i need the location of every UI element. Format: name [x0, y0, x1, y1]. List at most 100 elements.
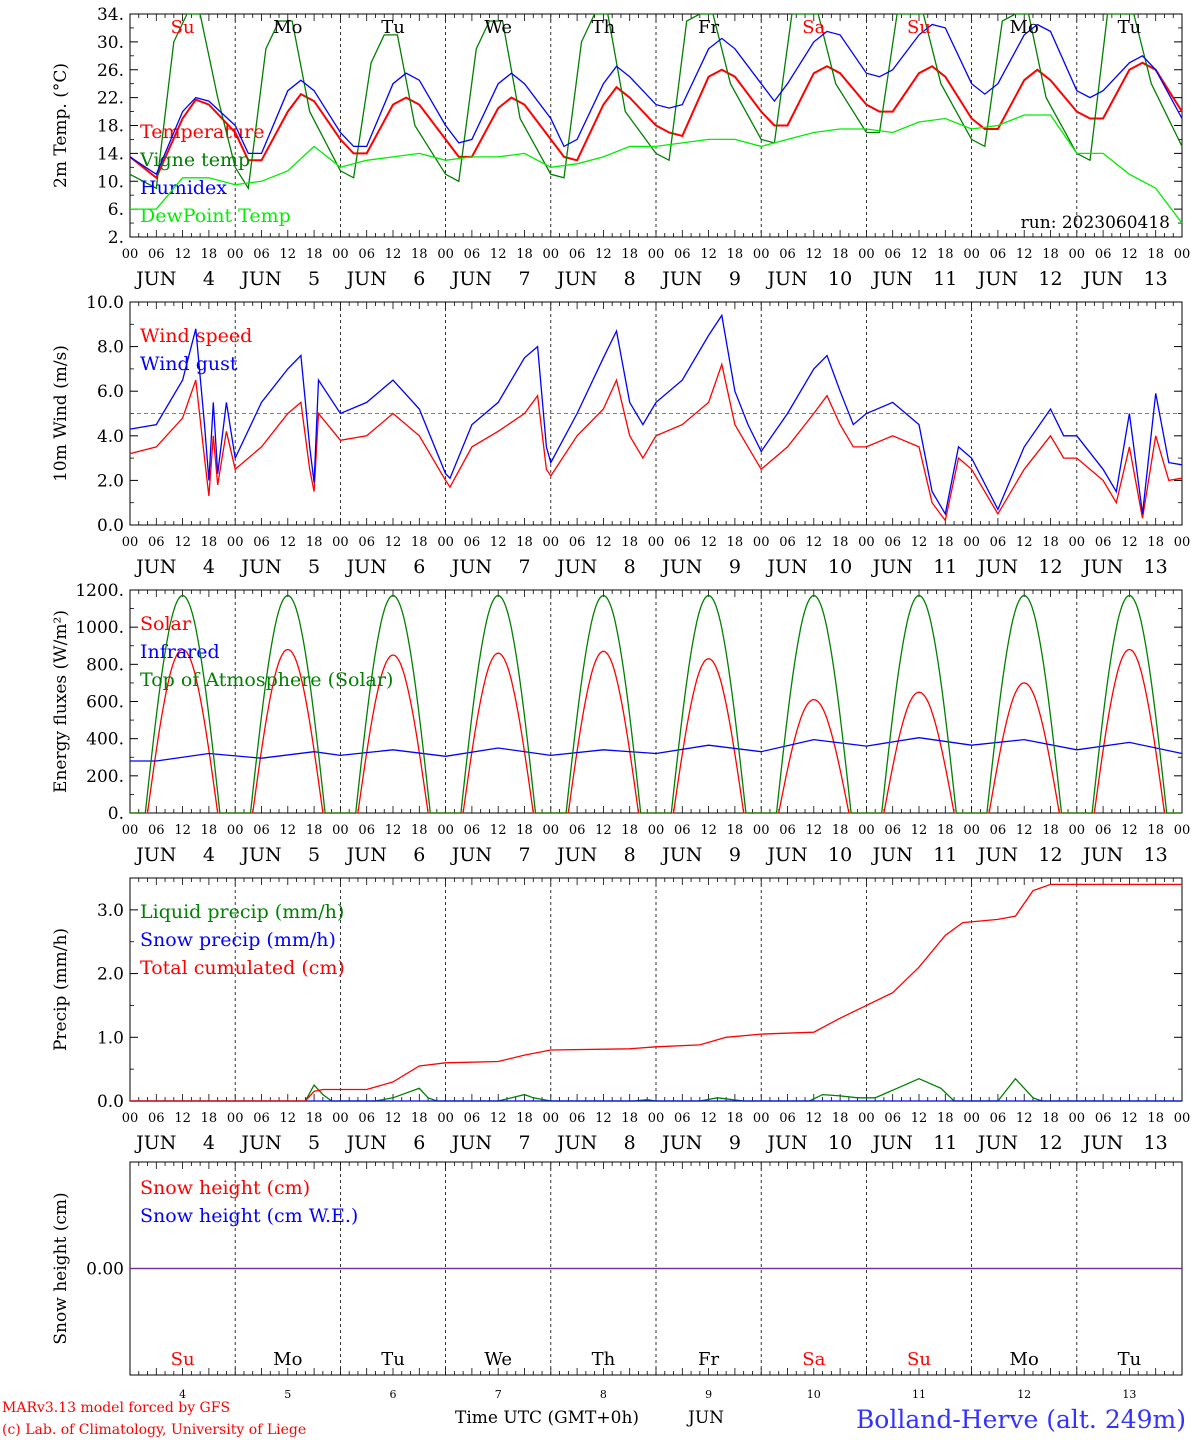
- hour-label: 18: [411, 1111, 428, 1126]
- weekday-label: Tu: [381, 17, 405, 38]
- hour-label: 18: [1147, 247, 1164, 262]
- month-label: JUN: [555, 268, 597, 290]
- y-tick-label: 14.: [97, 144, 124, 164]
- hour-label: 06: [1095, 247, 1112, 262]
- weekday-label: Sa: [802, 1349, 825, 1370]
- legend-snow-height-cm-: Snow height (cm): [140, 1177, 310, 1199]
- hour-label: 06: [990, 247, 1007, 262]
- hour-label: 06: [148, 535, 165, 550]
- month-label: JUN: [134, 556, 176, 578]
- hour-label: 12: [1016, 535, 1033, 550]
- series-line-wind-speed: [129, 362, 1183, 523]
- month-label: JUN: [345, 556, 387, 578]
- legend-solar: Solar: [140, 613, 192, 635]
- hour-label: 00: [227, 1111, 244, 1126]
- day-number-label: 10: [828, 268, 852, 290]
- hour-label: 00: [963, 1111, 980, 1126]
- hour-label: 06: [674, 247, 691, 262]
- day-number-label: 5: [284, 1388, 291, 1401]
- month-label: JUN: [871, 556, 913, 578]
- month-label: JUN: [134, 844, 176, 866]
- hour-label: 18: [832, 1111, 849, 1126]
- day-number-label: 8: [624, 1132, 636, 1154]
- hour-label: 00: [1069, 823, 1086, 838]
- y-tick-label: 0.: [108, 804, 124, 824]
- hour-label: 18: [727, 535, 744, 550]
- hour-label: 12: [595, 535, 612, 550]
- day-number-label: 4: [203, 268, 215, 290]
- legend-liquid-precip-mm-h-: Liquid precip (mm/h): [140, 901, 344, 923]
- station-label: Bolland-Herve (alt. 249m): [856, 1405, 1186, 1434]
- day-number-label: 4: [179, 1388, 186, 1401]
- series-line-infrared: [130, 737, 1183, 762]
- hour-label: 06: [148, 247, 165, 262]
- day-number-label: 13: [1144, 268, 1168, 290]
- weekday-label: Tu: [1118, 17, 1142, 38]
- weekday-label: We: [484, 1349, 512, 1370]
- hour-label: 12: [595, 247, 612, 262]
- month-label: JUN: [976, 556, 1018, 578]
- weekday-label: Mo: [273, 1349, 302, 1370]
- hour-label: 00: [437, 1111, 454, 1126]
- hour-label: 18: [516, 535, 533, 550]
- hour-label: 00: [437, 823, 454, 838]
- hour-label: 06: [253, 823, 270, 838]
- hour-label: 00: [858, 1111, 875, 1126]
- panels: 2. 6. 10. 14. 18. 22. 26. 30. 34. 2m Temp. (°C) Te…: [51, 5, 1190, 1401]
- day-number-label: 7: [518, 844, 530, 866]
- y-tick-label: 4.0: [97, 427, 124, 447]
- hour-label: 06: [884, 247, 901, 262]
- month-label: JUN: [345, 844, 387, 866]
- y-axis-label: Precip (mm/h): [51, 928, 71, 1051]
- hour-label: 12: [1121, 247, 1138, 262]
- month-label: JUN: [555, 1132, 597, 1154]
- hour-label: 06: [1095, 823, 1112, 838]
- month-label: JUN: [765, 556, 807, 578]
- hour-label: 18: [516, 1111, 533, 1126]
- hour-label: 12: [1016, 1111, 1033, 1126]
- hour-label: 12: [490, 535, 507, 550]
- month-label: JUN: [450, 844, 492, 866]
- hour-label: 00: [122, 535, 139, 550]
- hour-label: 00: [1174, 823, 1191, 838]
- month-label: JUN: [765, 268, 807, 290]
- weekday-label: Su: [171, 17, 195, 38]
- hour-label: 18: [832, 535, 849, 550]
- panel-5: 0.00 Snow height (cm) Snow height (cm) Snow…: [51, 1161, 1183, 1401]
- hour-label: 06: [253, 535, 270, 550]
- hour-label: 00: [227, 535, 244, 550]
- hour-label: 12: [490, 823, 507, 838]
- day-number-label: 8: [624, 844, 636, 866]
- month-label: JUN: [976, 1132, 1018, 1154]
- hour-label: 06: [464, 535, 481, 550]
- hour-label: 06: [569, 535, 586, 550]
- day-number-label: 11: [933, 1132, 957, 1154]
- hour-label: 18: [621, 247, 638, 262]
- day-number-label: 9: [729, 556, 741, 578]
- series-line-top-of-atmosphere-solar-: [130, 594, 1182, 814]
- legend-temperature: Temperature: [140, 121, 264, 143]
- hour-label: 00: [963, 247, 980, 262]
- day-number-label: 6: [413, 1132, 425, 1154]
- hour-label: 12: [174, 1111, 191, 1126]
- weekday-label: Mo: [1010, 17, 1039, 38]
- day-number-label: 12: [1038, 556, 1062, 578]
- hour-label: 06: [358, 823, 375, 838]
- day-number-label: 9: [729, 268, 741, 290]
- month-label: JUN: [239, 844, 281, 866]
- month-label: JUN: [1081, 556, 1123, 578]
- weekday-label: Mo: [1010, 1349, 1039, 1370]
- month-label: JUN: [239, 1132, 281, 1154]
- run-label: run: 2023060418: [1021, 213, 1170, 233]
- month-label: JUN: [450, 1132, 492, 1154]
- day-number-label: 10: [828, 1132, 852, 1154]
- month-label: JUN: [976, 268, 1018, 290]
- y-tick-label: 1200.: [75, 581, 124, 601]
- hour-label: 06: [358, 1111, 375, 1126]
- day-number-label: 8: [624, 268, 636, 290]
- hour-label: 06: [884, 823, 901, 838]
- hour-label: 00: [332, 823, 349, 838]
- weekday-label: We: [484, 17, 512, 38]
- y-tick-label: 200.: [86, 767, 124, 787]
- legend-top-of-atmosphere-solar-: Top of Atmosphere (Solar): [140, 669, 393, 691]
